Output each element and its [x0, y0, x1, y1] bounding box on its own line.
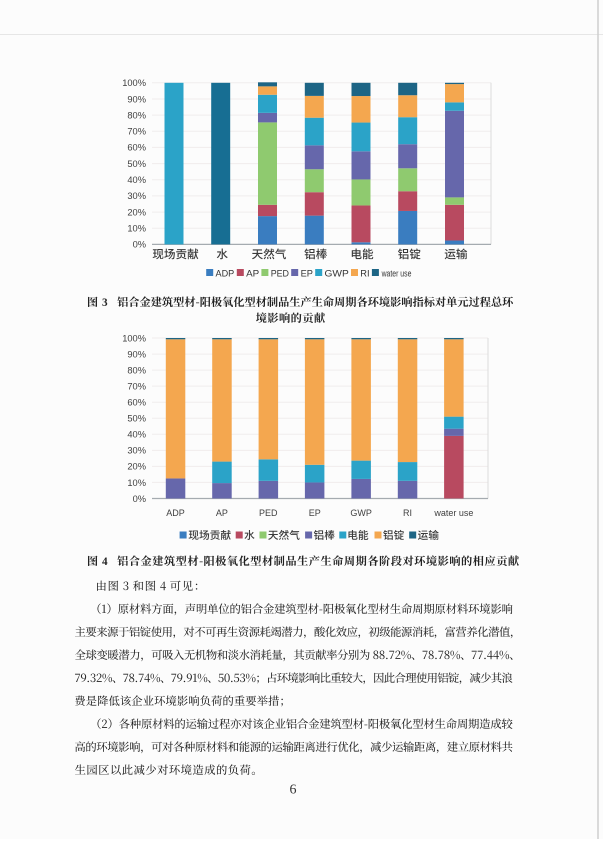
svg-text:10%: 10% [127, 478, 146, 488]
svg-text:80%: 80% [127, 365, 146, 375]
svg-text:60%: 60% [127, 143, 146, 153]
svg-text:water use: water use [381, 268, 412, 278]
svg-text:100%: 100% [122, 333, 146, 343]
svg-text:GWP: GWP [350, 508, 372, 518]
svg-text:6: 6 [290, 783, 297, 798]
svg-text:10%: 10% [127, 224, 146, 234]
svg-text:RI: RI [403, 508, 412, 518]
svg-text:ADP: ADP [216, 268, 235, 278]
svg-text:60%: 60% [127, 398, 146, 408]
svg-text:80%: 80% [127, 110, 146, 120]
svg-text:20%: 20% [127, 207, 146, 217]
svg-text:100%: 100% [122, 78, 146, 88]
svg-text:4: 4 [102, 556, 108, 568]
svg-text:PED: PED [259, 508, 278, 518]
svg-text:70%: 70% [127, 381, 146, 391]
svg-text:90%: 90% [127, 94, 146, 104]
svg-text:30%: 30% [127, 446, 146, 456]
svg-text:3: 3 [102, 297, 108, 309]
svg-text:50%: 50% [127, 159, 146, 169]
svg-text:water use: water use [433, 508, 473, 518]
svg-text:0%: 0% [133, 494, 146, 504]
svg-text:GWP: GWP [325, 268, 349, 278]
svg-text:ADP: ADP [166, 508, 185, 518]
svg-text:70%: 70% [127, 127, 146, 137]
svg-text:90%: 90% [127, 349, 146, 359]
svg-text:EP: EP [301, 268, 313, 278]
svg-text:0%: 0% [133, 240, 146, 250]
svg-text:AP: AP [246, 268, 259, 278]
svg-text:40%: 40% [127, 430, 146, 440]
svg-text:RI: RI [360, 268, 369, 278]
svg-text:AP: AP [216, 508, 228, 518]
svg-text:50%: 50% [127, 414, 146, 424]
svg-text:30%: 30% [127, 191, 146, 201]
svg-text:EP: EP [309, 508, 321, 518]
svg-text:20%: 20% [127, 462, 146, 472]
svg-text:40%: 40% [127, 175, 146, 185]
svg-text:PED: PED [271, 268, 290, 278]
